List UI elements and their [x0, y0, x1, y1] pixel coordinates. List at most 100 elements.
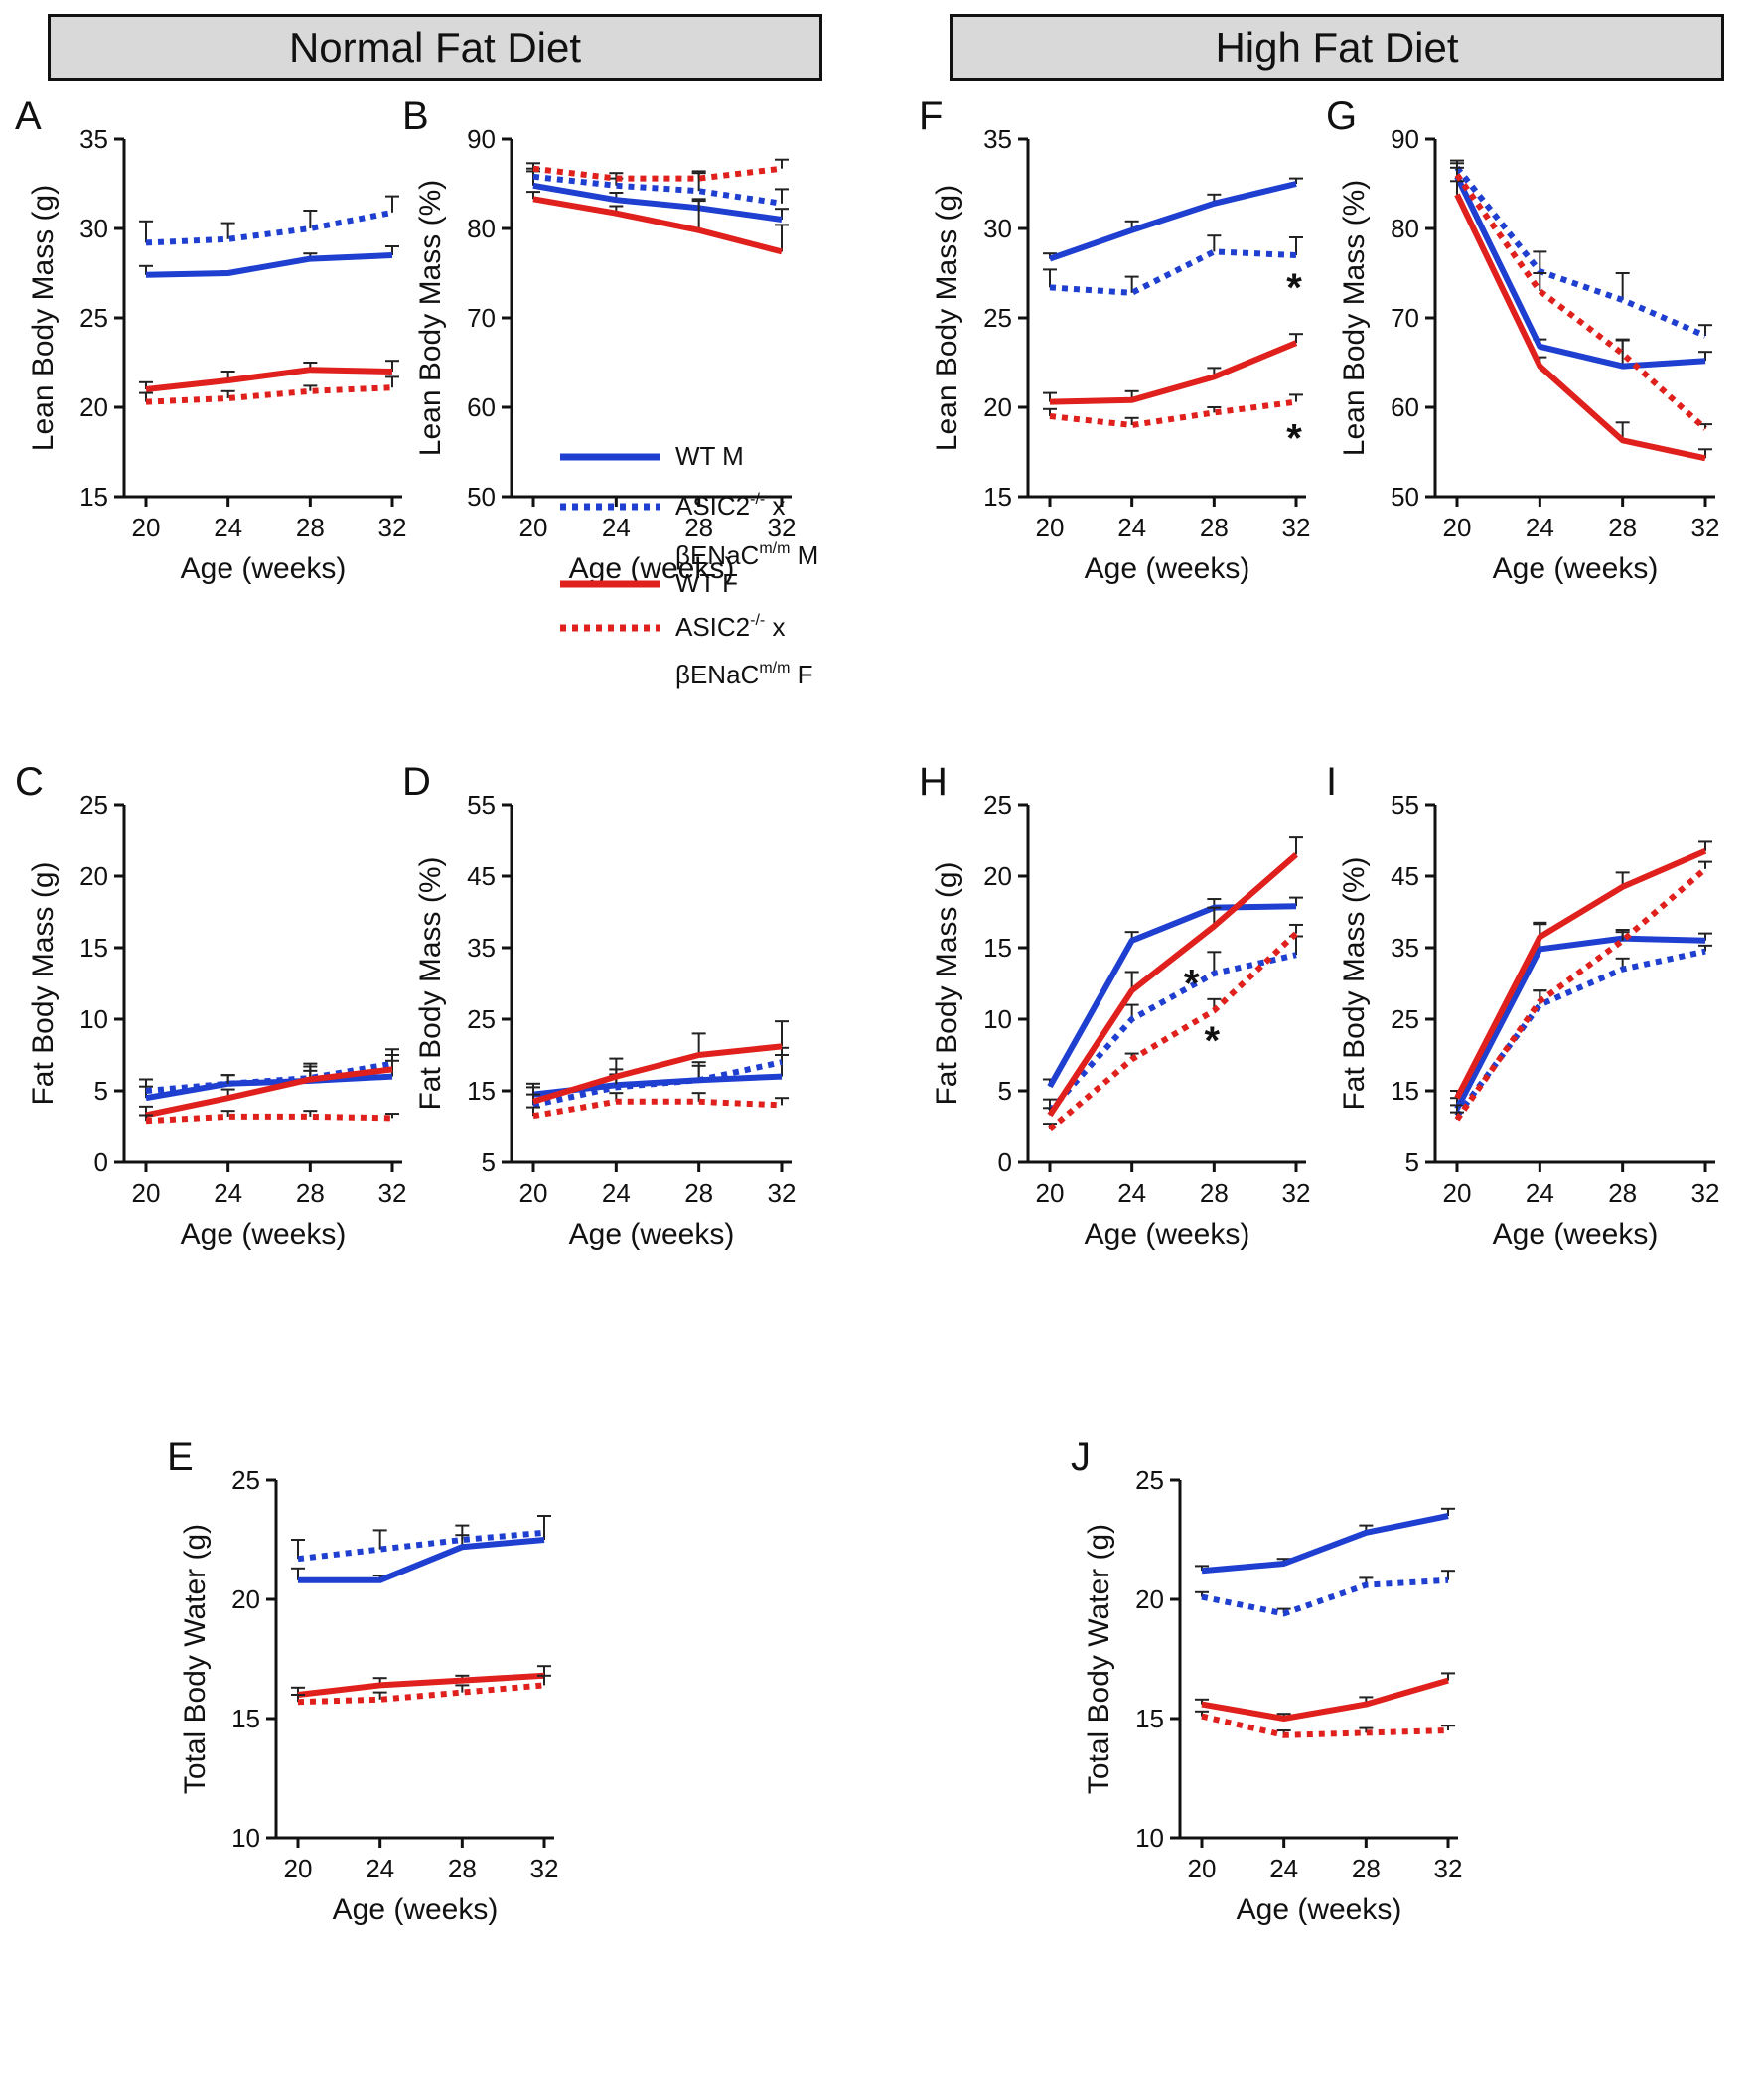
y-tick-label: 15: [1391, 1076, 1419, 1106]
panel-letter-d: D: [402, 760, 431, 804]
y-tick-label: 15: [79, 933, 108, 963]
y-tick-label: 30: [983, 214, 1012, 243]
x-tick-label: 32: [1691, 1178, 1720, 1208]
y-tick-label: 25: [467, 1004, 496, 1034]
y-tick-label: 10: [983, 1004, 1012, 1034]
y-tick-label: 5: [482, 1147, 496, 1177]
y-tick-label: 20: [79, 392, 108, 422]
series-line: [1454, 165, 1707, 339]
x-tick-label: 28: [448, 1854, 477, 1883]
y-tick-label: 5: [1405, 1147, 1419, 1177]
y-tick-label: 25: [983, 303, 1012, 333]
y-tick-label: 25: [79, 303, 108, 333]
x-tick-label: 32: [1282, 513, 1311, 542]
y-axis-title: Fat Body Mass (g): [27, 861, 60, 1105]
series-4: [1043, 923, 1303, 1132]
series-line: [145, 1066, 393, 1119]
x-axis-title: Age (weeks): [181, 1218, 347, 1251]
chart-panel-b: B 50 60 70 80 90 20 24 28 32 Age (weeks) Lean Body …: [402, 94, 796, 585]
series-2: [1450, 159, 1712, 339]
x-tick-label: 28: [1200, 513, 1229, 542]
series-line: [1049, 340, 1298, 405]
x-tick-label: 20: [1188, 1854, 1217, 1883]
legend-asic-m-tail2: M: [790, 540, 818, 570]
series-1: [526, 1054, 789, 1098]
y-axis-title: Fat Body Mass (%): [1338, 856, 1371, 1110]
x-tick-label: 28: [684, 513, 713, 542]
series-line: [297, 1682, 545, 1706]
series-3: [1450, 180, 1712, 462]
series-line: [1454, 866, 1707, 1122]
x-axis-title: Age (weeks): [1493, 552, 1659, 585]
x-tick-label: 20: [1036, 513, 1065, 542]
y-tick-label: 0: [94, 1147, 108, 1177]
y-tick-label: 30: [79, 214, 108, 243]
y-tick-label: 20: [231, 1584, 260, 1614]
series-line: [1049, 248, 1297, 296]
legend-label-wt-m: WT M: [675, 441, 744, 471]
legend-asic-m-sup1: -/-: [750, 491, 765, 508]
y-tick-label: 50: [467, 482, 496, 512]
series-1: [1450, 923, 1712, 1111]
y-tick-label: 35: [983, 124, 1012, 154]
x-tick-label: 24: [1269, 1854, 1298, 1883]
legend-asic-m-tail1: x: [765, 491, 785, 521]
series-line: [1201, 1677, 1449, 1722]
x-tick-label: 28: [1352, 1854, 1381, 1883]
x-tick-label: 24: [366, 1854, 394, 1883]
series-line: [1201, 1513, 1449, 1575]
series-line: [297, 1529, 545, 1563]
series-1: [291, 1515, 551, 1583]
legend-label-asic-m-line2: βENaCm/m M: [675, 540, 818, 570]
significance-star: *: [1184, 962, 1200, 1005]
x-tick-label: 20: [132, 513, 161, 542]
chart-panel-j: J 10 15 20 25 20 24 28 32 Age (weeks) Total Body W…: [1071, 1435, 1462, 1926]
x-axis-title: Age (weeks): [1237, 1893, 1402, 1926]
series-line: [1048, 931, 1299, 1132]
x-tick-label: 32: [378, 1178, 407, 1208]
series-line: [145, 1113, 393, 1125]
series-4: [526, 1092, 789, 1120]
y-tick-label: 55: [467, 790, 496, 820]
y-tick-label: 25: [1135, 1465, 1164, 1495]
x-tick-label: 24: [1117, 513, 1146, 542]
header-normal-fat-diet: Normal Fat Diet: [48, 14, 822, 81]
series-3: [1043, 836, 1303, 1118]
y-tick-label: 5: [998, 1076, 1012, 1106]
y-axis-title: Lean Body Mass (g): [27, 185, 60, 451]
y-axis-title: Lean Body Mass (%): [414, 180, 447, 456]
x-tick-label: 32: [1282, 1178, 1311, 1208]
y-tick-label: 80: [1391, 214, 1419, 243]
y-tick-label: 20: [1135, 1584, 1164, 1614]
x-axis-title: Age (weeks): [569, 1218, 735, 1251]
series-line: [145, 367, 393, 392]
series-line: [1454, 193, 1706, 462]
series-line: [1454, 173, 1708, 431]
y-tick-label: 0: [998, 1147, 1012, 1177]
series-3: [291, 1665, 551, 1698]
y-tick-label: 15: [983, 933, 1012, 963]
series-3: [1450, 840, 1712, 1100]
y-tick-label: 35: [79, 124, 108, 154]
x-tick-label: 20: [519, 513, 548, 542]
y-tick-label: 60: [467, 392, 496, 422]
x-tick-label: 20: [1036, 1178, 1065, 1208]
header-normal-fat-diet-label: Normal Fat Diet: [288, 24, 582, 71]
chart-panel-h: H 0 5 10 15 20 25 20 24 28 32 Age (weeks) Fat Body M…: [919, 760, 1311, 1251]
chart-panel-d: D 5 15 25 35 45 55 20 24 28 32 Age (weeks) Fat Body …: [402, 760, 796, 1251]
series-line: [532, 196, 783, 255]
legend-asic-f-sup1: -/-: [750, 612, 765, 629]
series-line: [1049, 181, 1297, 262]
significance-star: *: [1286, 416, 1302, 460]
y-tick-label: 55: [1391, 790, 1419, 820]
x-tick-label: 20: [1443, 513, 1472, 542]
chart-panel-i: I 5 15 25 35 45 55 20 24 28 32 Age (weeks) Fat Body …: [1326, 760, 1720, 1251]
y-tick-label: 25: [1391, 1004, 1419, 1034]
y-tick-label: 15: [231, 1704, 260, 1733]
series-line: [145, 209, 393, 246]
series-line: [532, 1098, 783, 1120]
legend-label-wt-f: WT F: [675, 568, 738, 598]
series-1: [1043, 177, 1303, 262]
legend-asic-m-base1: ASIC2: [675, 491, 750, 521]
panel-letter-g: G: [1326, 94, 1357, 138]
